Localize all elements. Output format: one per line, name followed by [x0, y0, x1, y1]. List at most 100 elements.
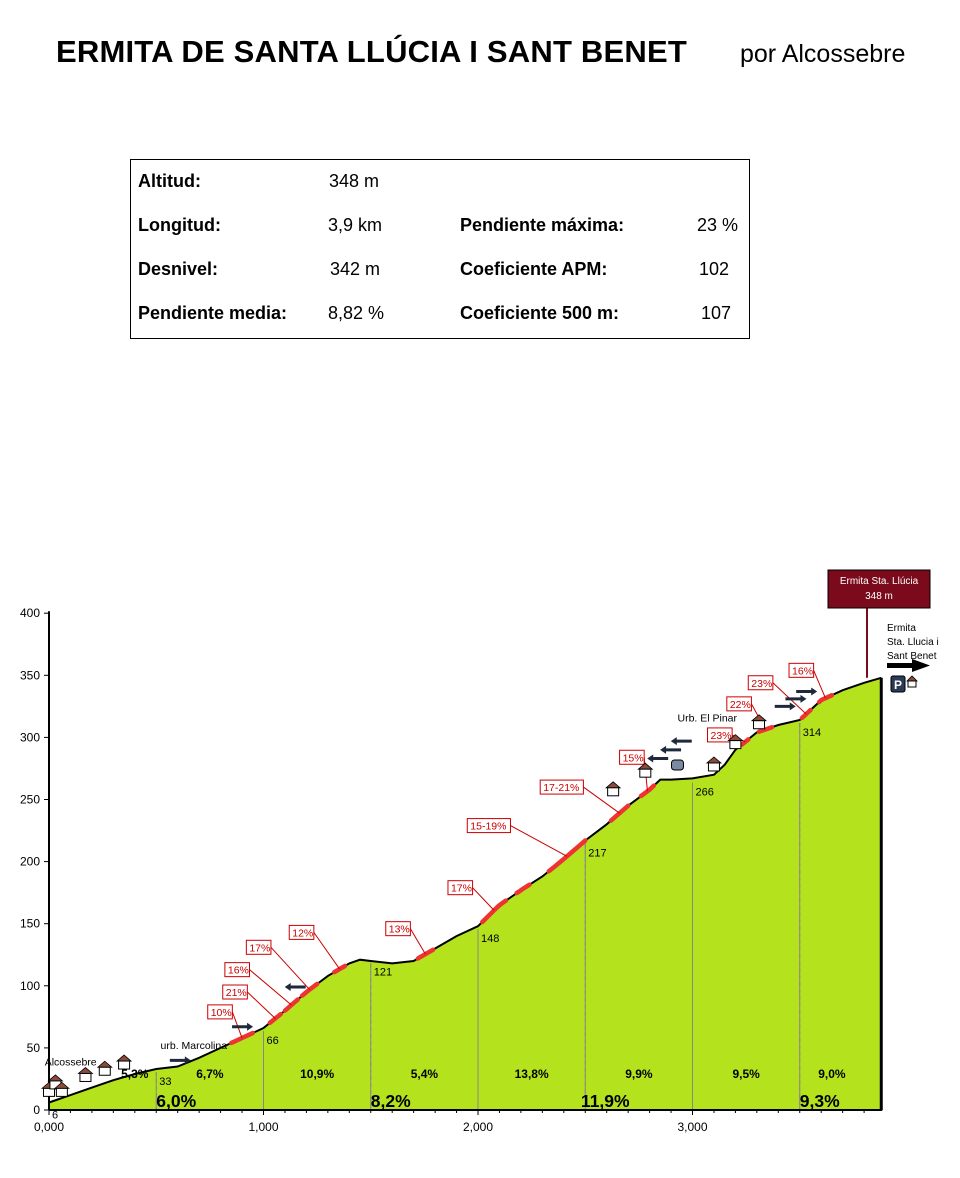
house-wall — [639, 768, 652, 778]
steep-label-leader — [249, 969, 292, 1006]
stat-label-length: Longitud: — [138, 215, 221, 235]
house-icon — [750, 714, 768, 730]
arrow-head — [647, 754, 654, 763]
steep-section — [608, 803, 631, 823]
x-tick-label: 1,000 — [248, 1120, 278, 1134]
stat-label-coef-500: Coeficiente 500 m: — [460, 303, 620, 323]
x-tick-label: 3,000 — [677, 1120, 707, 1134]
steep-section — [816, 692, 835, 705]
place-label: Alcossebre — [45, 1056, 97, 1068]
steep-label-box — [385, 921, 411, 937]
house-roof — [750, 714, 768, 722]
segment-gradient-label: 9,9% — [625, 1067, 653, 1081]
steep-section — [638, 783, 657, 799]
steep-label-leader — [270, 946, 310, 990]
stat-value-altitude: 348 m — [329, 171, 380, 191]
km-gradient-label: 11,9% — [581, 1091, 630, 1111]
elevation-point-label: 6 — [52, 1110, 58, 1122]
house-roof — [605, 781, 622, 789]
arrow-right-icon — [232, 1022, 254, 1031]
house-icon — [47, 1074, 64, 1090]
y-tick-label: 150 — [20, 917, 40, 931]
house-icon — [637, 762, 654, 778]
arrow-head — [800, 694, 807, 703]
km-gradient-label: 8,2% — [371, 1091, 411, 1111]
km-gradient-label: 6,0% — [156, 1091, 196, 1111]
steep-section — [756, 724, 775, 734]
arrow-head — [670, 737, 677, 746]
summit-box-altitude: 348 m — [865, 591, 893, 602]
house-wall — [43, 1087, 55, 1097]
arrow-left-icon — [670, 737, 692, 746]
stat-label-avg-gradient: Pendiente media: — [138, 303, 288, 323]
chapel-icon — [906, 675, 918, 688]
elevation-point-label: 66 — [267, 1035, 279, 1047]
segment-gradient-label: 9,0% — [818, 1067, 846, 1081]
steep-section — [739, 737, 751, 747]
summit-note-line: Ermita — [887, 623, 916, 634]
arrow-head — [811, 687, 818, 696]
house-icon — [53, 1081, 70, 1097]
segment-gradient-label: 13,8% — [515, 1067, 549, 1081]
x-tick-label: 0,000 — [34, 1120, 64, 1134]
elevation-point-label: 121 — [374, 967, 392, 979]
place-label: Urb. El Pinar — [677, 712, 737, 724]
stat-label-max-gradient: Pendiente máxima: — [460, 215, 625, 235]
steep-section — [282, 997, 301, 1013]
steep-label-box — [245, 939, 272, 955]
house-icon — [605, 781, 622, 797]
steep-label-box — [539, 779, 584, 795]
house-wall — [707, 762, 720, 772]
stat-value-apm: 102 — [699, 259, 730, 279]
segment-gradient-label: 5,3% — [121, 1067, 149, 1081]
page-title: ERMITA DE SANTA LLÚCIA I SANT BENET — [56, 34, 687, 69]
arrow-head — [789, 702, 796, 711]
house-roof — [47, 1074, 64, 1082]
house-icon — [705, 756, 723, 772]
segment-gradient-label: 10,9% — [300, 1067, 334, 1081]
arrow-head — [660, 745, 667, 754]
steep-label-box — [447, 880, 474, 896]
summit-arrow-head — [912, 659, 930, 672]
house-roof — [96, 1060, 113, 1068]
y-tick-label: 100 — [20, 979, 40, 993]
house-icon — [77, 1066, 94, 1082]
steep-section — [229, 1030, 256, 1046]
segment-gradient-label: 9,5% — [732, 1067, 760, 1081]
house-icon — [727, 734, 744, 750]
house-wall — [98, 1066, 111, 1076]
elevation-point-label: 266 — [696, 787, 714, 799]
y-tick-label: 400 — [20, 606, 40, 620]
arrow-right-icon — [774, 702, 796, 711]
steep-label-box — [707, 727, 733, 743]
house-wall — [118, 1060, 131, 1070]
arrow-head — [247, 1022, 254, 1031]
stats-table: Altitud: 348 m Longitud: 3,9 km Desnivel… — [130, 159, 750, 339]
steep-section — [514, 882, 532, 896]
arrow-right-icon — [169, 1056, 191, 1065]
arrow-left-icon — [660, 745, 682, 754]
water-tank-body — [670, 759, 684, 771]
house-roof — [115, 1054, 133, 1062]
stat-label-elevation-gain: Desnivel: — [138, 259, 219, 279]
stat-label-apm: Coeficiente APM: — [460, 259, 608, 279]
steep-label-text: 23% — [751, 678, 772, 690]
summit-arrow-shaft — [887, 663, 913, 668]
house-wall — [607, 787, 620, 797]
steep-label-text: 17-21% — [543, 782, 579, 794]
parking-icon-bg — [890, 675, 906, 693]
chapel-roof — [906, 675, 918, 682]
steep-label-text: 22% — [730, 699, 751, 711]
steep-label-leader — [313, 932, 341, 970]
steep-section — [267, 1011, 283, 1026]
km-gradient-label: 9,3% — [800, 1091, 840, 1111]
elevation-point-label: 217 — [588, 847, 606, 859]
water-tank-icon — [670, 759, 684, 771]
segment-gradient-label: 5,4% — [411, 1067, 439, 1081]
arrow-left-icon — [647, 754, 669, 763]
y-tick-label: 300 — [20, 730, 40, 744]
steep-label-leader — [813, 670, 826, 699]
arrow-right-icon — [785, 694, 807, 703]
house-roof — [705, 756, 723, 764]
